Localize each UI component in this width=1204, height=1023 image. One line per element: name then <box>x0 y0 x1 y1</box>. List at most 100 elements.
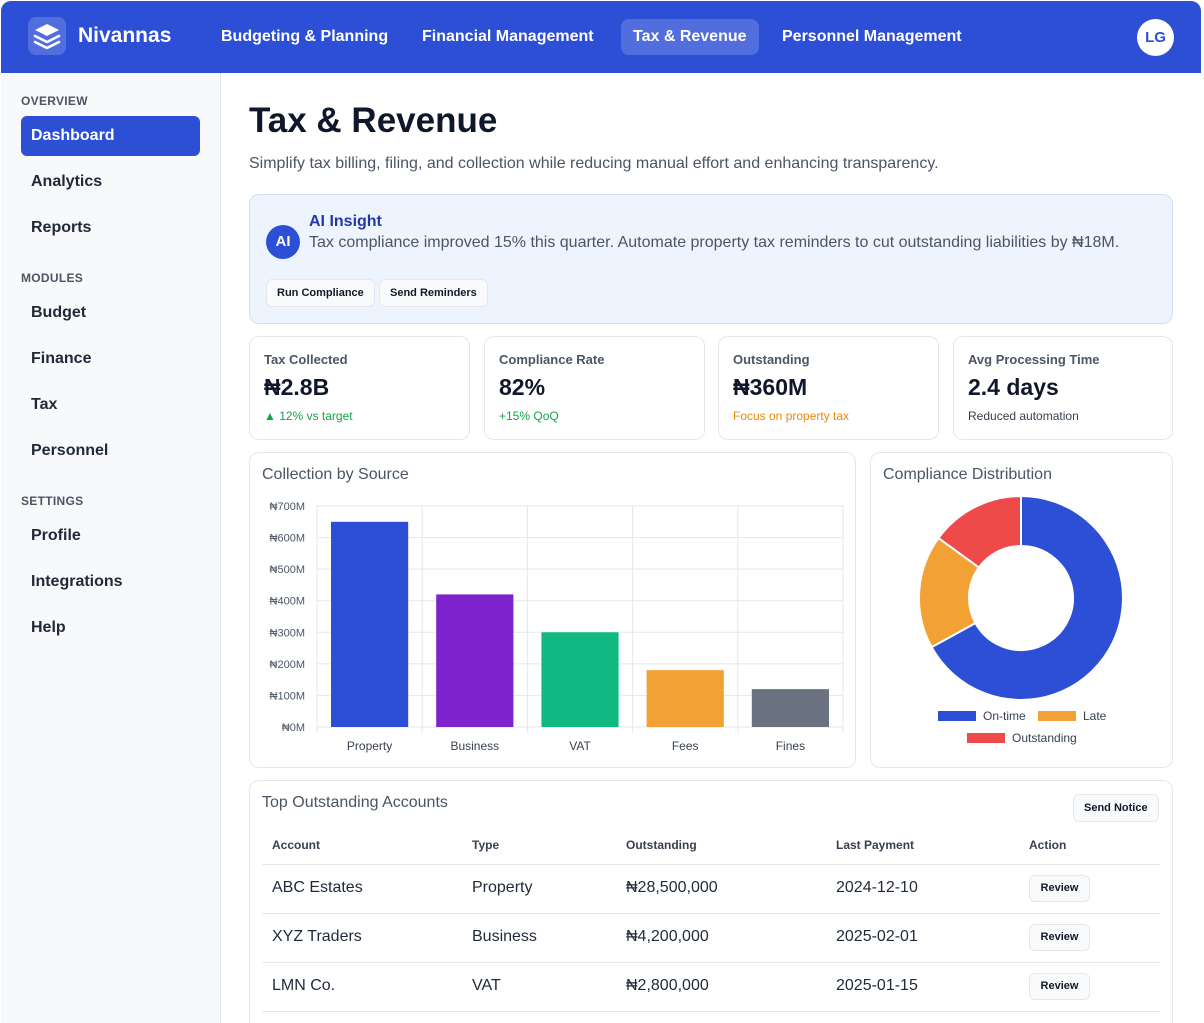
table-divider <box>262 864 1160 865</box>
x-tick-label: Fees <box>672 739 699 753</box>
nav-budgeting-planning[interactable]: Budgeting & Planning <box>221 28 389 45</box>
compliance-donut-chart: On-time Late Outstanding <box>918 494 1124 745</box>
outstanding-accounts-card: Top Outstanding Accounts Send Notice <box>249 780 1173 1023</box>
y-tick-label: ₦0M <box>282 722 305 734</box>
legend-label: Outstanding <box>1012 731 1077 745</box>
kpi-label: Avg Processing Time <box>968 352 1100 367</box>
sidebar-item-tax[interactable]: Tax <box>31 396 58 413</box>
nav-financial-management[interactable]: Financial Management <box>422 28 594 45</box>
x-tick-label: Fines <box>776 739 805 753</box>
kpi-value: 2.4 days <box>968 374 1059 400</box>
legend-label: Late <box>1083 709 1107 723</box>
compliance-distribution-card: Compliance Distribution On-time Late Outst… <box>870 452 1173 768</box>
cell-type: VAT <box>472 977 501 994</box>
sidebar-item-help[interactable]: Help <box>31 619 66 636</box>
nav-tax-revenue[interactable]: Tax & Revenue <box>621 19 759 55</box>
send-reminders-button[interactable]: Send Reminders <box>379 279 488 307</box>
y-tick-label: ₦300M <box>270 627 305 639</box>
brand-name: Nivannas <box>78 24 172 47</box>
cell-type: Property <box>472 879 533 896</box>
cell-last-payment: 2025-01-15 <box>836 977 918 994</box>
sidebar-item-finance[interactable]: Finance <box>31 350 92 367</box>
sidebar-item-budget[interactable]: Budget <box>31 304 87 321</box>
table-divider <box>262 913 1160 914</box>
sidebar-item-integrations[interactable]: Integrations <box>31 573 123 590</box>
run-compliance-button[interactable]: Run Compliance <box>266 279 375 307</box>
kpi-note: +15% QoQ <box>499 409 559 423</box>
column-header-outstanding: Outstanding <box>626 838 697 852</box>
sidebar-section-overview: OVERVIEW <box>21 94 88 108</box>
kpi-value: ₦360M <box>733 374 808 400</box>
kpi-note: Reduced automation <box>968 409 1079 423</box>
cell-account: XYZ Traders <box>272 928 362 945</box>
chart-title: Compliance Distribution <box>883 466 1052 483</box>
column-header-action: Action <box>1029 838 1067 852</box>
page-subtitle: Simplify tax billing, filing, and collec… <box>249 155 939 172</box>
send-notice-button[interactable]: Send Notice <box>1073 794 1159 822</box>
kpi-label: Compliance Rate <box>499 352 605 367</box>
review-button[interactable]: Review <box>1029 973 1090 1000</box>
cell-outstanding: ₦4,200,000 <box>626 928 709 945</box>
column-header-type: Type <box>472 838 500 852</box>
sidebar-item-dashboard[interactable]: Dashboard <box>21 116 200 156</box>
kpi-value: 82% <box>499 374 546 400</box>
top-navbar: Nivannas Budgeting & Planning Financial … <box>1 1 1201 73</box>
kpi-label: Tax Collected <box>264 352 348 367</box>
x-tick-label: VAT <box>569 739 591 753</box>
cell-type: Business <box>472 928 537 945</box>
user-avatar[interactable]: LG <box>1137 19 1174 56</box>
y-tick-label: ₦400M <box>270 596 305 608</box>
column-header-account: Account <box>272 838 320 852</box>
ai-badge: AI <box>266 225 300 259</box>
kpi-value: ₦2.8B <box>264 374 330 400</box>
sidebar-section-settings: SETTINGS <box>21 494 84 508</box>
legend-swatch <box>938 711 976 721</box>
cell-last-payment: 2024-12-10 <box>836 879 918 896</box>
sidebar-section-modules: MODULES <box>21 271 84 285</box>
y-tick-label: ₦700M <box>270 501 305 513</box>
ai-insight-panel: AI AI Insight Tax compliance improved 15… <box>249 194 1173 324</box>
chart-title: Collection by Source <box>262 466 409 483</box>
sidebar-item-reports[interactable]: Reports <box>31 219 92 236</box>
y-tick-label: ₦600M <box>270 533 305 545</box>
x-tick-label: Property <box>347 739 392 753</box>
brand[interactable]: Nivannas <box>28 17 171 55</box>
bar-property[interactable] <box>331 521 409 727</box>
nav-personnel-management[interactable]: Personnel Management <box>782 28 962 45</box>
slice-outstanding[interactable] <box>937 494 1022 569</box>
legend-swatch <box>1038 711 1076 721</box>
y-tick-label: ₦100M <box>270 690 305 702</box>
table-divider <box>262 1011 1160 1012</box>
legend-label: On-time <box>983 709 1026 723</box>
kpi-card-compliance-rate: Compliance Rate 82% +15% QoQ <box>484 336 705 440</box>
kpi-note: Focus on property tax <box>733 409 850 423</box>
table-title: Top Outstanding Accounts <box>262 794 448 811</box>
kpi-card-avg-processing-time: Avg Processing Time 2.4 days Reduced aut… <box>953 336 1173 440</box>
y-tick-label: ₦200M <box>270 659 305 671</box>
bar-fees[interactable] <box>646 670 724 727</box>
cell-account: ABC Estates <box>272 879 363 896</box>
y-tick-label: ₦500M <box>270 564 305 576</box>
kpi-card-outstanding: Outstanding ₦360M Focus on property tax <box>718 336 939 440</box>
sidebar-item-analytics[interactable]: Analytics <box>31 173 103 190</box>
bar-vat[interactable] <box>541 632 619 727</box>
bar-fines[interactable] <box>751 689 829 727</box>
review-button[interactable]: Review <box>1029 875 1090 902</box>
sidebar-item-profile[interactable]: Profile <box>31 527 81 544</box>
review-button[interactable]: Review <box>1029 924 1090 951</box>
cell-account: LMN Co. <box>272 977 336 994</box>
cell-last-payment: 2025-02-01 <box>836 928 918 945</box>
column-header-last-payment: Last Payment <box>836 838 915 852</box>
insight-text: Tax compliance improved 15% this quarter… <box>309 234 1120 251</box>
kpi-label: Outstanding <box>733 352 810 367</box>
bar-business[interactable] <box>436 594 514 727</box>
slice-on-time[interactable] <box>930 494 1124 701</box>
layers-icon <box>28 17 66 55</box>
sidebar-item-personnel[interactable]: Personnel <box>31 442 109 459</box>
x-tick-label: Business <box>450 739 499 753</box>
sidebar: OVERVIEW Dashboard Analytics Reports MOD… <box>1 73 221 1023</box>
legend-swatch <box>967 733 1005 743</box>
collection-bar-chart: ₦0M ₦100M ₦200M ₦300M ₦400M ₦500M ₦600M ₦700M Pr… <box>270 501 844 753</box>
insight-title: AI Insight <box>309 213 382 230</box>
page-title: Tax & Revenue <box>249 101 498 140</box>
